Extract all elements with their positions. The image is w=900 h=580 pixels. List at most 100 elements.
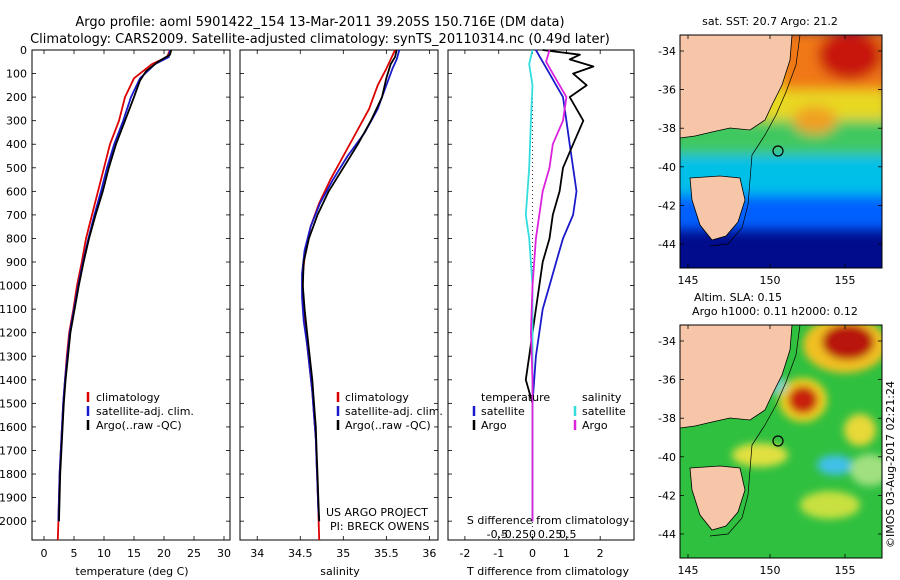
lat-tick-label: -40	[658, 161, 676, 174]
lat-tick-label: -36	[658, 84, 676, 97]
sst-map-axes: -34 -36 -38 -40 -42 -44 145 150 155	[658, 35, 882, 287]
difference-x2label: S difference from climatology	[467, 514, 630, 527]
x-tick-label: 36	[422, 547, 436, 560]
x-tick-label: 34.5	[288, 547, 313, 560]
sst-argo-marker	[772, 145, 784, 157]
map2-title-1: Altim. SLA: 0.15	[694, 291, 782, 304]
x-tick-label: 0	[529, 547, 536, 560]
lat-tick-label: -42	[658, 199, 676, 212]
lon-tick-label: 155	[835, 274, 856, 287]
lat-tick-label: -42	[658, 489, 676, 502]
sst-hot-core	[818, 35, 882, 80]
depth-tick-label: 1300	[0, 350, 27, 363]
lon-tick-label: 145	[678, 564, 699, 577]
depth-tick-label: 2000	[0, 515, 27, 528]
diff-legend-temp-satellite: satellite	[481, 405, 525, 418]
lat-tick-label: -38	[658, 412, 676, 425]
x-tick-label: 2	[597, 547, 604, 560]
sst-map	[680, 35, 882, 268]
legend-label-climatology: climatology	[96, 391, 160, 404]
sla-shelf-contour	[709, 325, 801, 537]
x-tick-label: 30	[217, 547, 231, 560]
legend-label-argo-2: Argo(..raw -QC)	[345, 419, 431, 432]
depth-tick-label: 1400	[0, 374, 27, 387]
difference-panel-frame	[447, 49, 635, 541]
salinity-panel-frame	[239, 49, 439, 541]
sla-coast-tasmania	[689, 465, 746, 531]
diff-legend-salt-satellite: satellite	[582, 405, 626, 418]
depth-tick-label: 1700	[0, 444, 27, 457]
sla-patch-cyan-1	[817, 455, 853, 475]
depth-tick-label: 500	[6, 162, 27, 175]
map2-title-2: Argo h1000: 0.11 h2000: 0.12	[692, 305, 858, 318]
salinity-panel: 34 34.5 35 35.5 36	[240, 49, 438, 560]
legend-label-satellite-2: satellite-adj. clim.	[345, 405, 443, 418]
sst-coast-tasmania	[689, 175, 746, 241]
x-tick-label: 15	[127, 547, 141, 560]
diff-legend-salt-argo: Argo	[582, 419, 608, 432]
sst-shelf-contour	[709, 35, 801, 247]
diff-legend-temp-argo: Argo	[481, 419, 507, 432]
sla-coast-mainland	[680, 325, 793, 429]
sla-patch-yellow-3	[844, 414, 876, 446]
sst-warm-patch	[793, 106, 837, 134]
lat-tick-label: -44	[658, 528, 676, 541]
depth-axis: 0 100 200 300 400 500 600 700 800 900 1000 1100 1200…	[0, 44, 27, 528]
lon-tick-label: 150	[760, 274, 781, 287]
depth-tick-label: 1900	[0, 492, 27, 505]
project-line-1: US ARGO PROJECT	[326, 506, 428, 519]
depth-tick-label: 300	[6, 115, 27, 128]
sla-map-axes: -34 -36 -38 -40 -42 -44 145 150 155	[658, 325, 882, 577]
sla-argo-marker	[772, 435, 784, 447]
depth-tick-label: 600	[6, 185, 27, 198]
lat-tick-label: -34	[658, 335, 676, 348]
x-tick-label: -2	[459, 547, 470, 560]
lat-tick-label: -40	[658, 451, 676, 464]
x-tick-label: 35	[336, 547, 350, 560]
depth-tick-label: 1600	[0, 421, 27, 434]
series-extra-line	[530, 49, 568, 522]
lat-tick-label: -44	[658, 238, 676, 251]
imos-credit: ©IMOS 03-Aug-2017 02:21:24	[884, 381, 897, 548]
salinity-xlabel: salinity	[320, 565, 360, 578]
x-tick-label: 34	[250, 547, 264, 560]
lon-tick-label: 145	[678, 274, 699, 287]
x-tick-label: 1	[563, 547, 570, 560]
x2-tick-label: -0.25	[501, 528, 529, 541]
depth-tick-label: 700	[6, 209, 27, 222]
lat-tick-label: -38	[658, 122, 676, 135]
depth-tick-label: 100	[6, 68, 27, 81]
lat-tick-label: -36	[658, 374, 676, 387]
depth-tick-label: 1800	[0, 468, 27, 481]
x-tick-label: 5	[71, 547, 78, 560]
sla-patch-light-green	[850, 454, 882, 486]
lat-tick-label: -34	[658, 45, 676, 58]
temperature-panel: 0 5 10 15 20 25 30	[32, 49, 231, 560]
salinity-legend: climatology satellite-adj. clim. Argo(..…	[326, 391, 443, 533]
legend-label-argo: Argo(..raw -QC)	[96, 419, 182, 432]
legend-label-satellite: satellite-adj. clim.	[96, 405, 194, 418]
x-tick-label: 0	[41, 547, 48, 560]
temperature-legend: climatology satellite-adj. clim. Argo(..…	[86, 391, 194, 432]
sla-map	[680, 325, 882, 558]
x-tick-label: 25	[187, 547, 201, 560]
temperature-panel-frame	[31, 49, 231, 541]
x-tick-label: 10	[97, 547, 111, 560]
series-satellite-line	[524, 49, 595, 522]
lon-tick-label: 155	[835, 564, 856, 577]
sst-coast-mainland	[680, 35, 793, 139]
series-climatology-line	[531, 49, 578, 522]
diff-legend-temperature: temperature	[481, 391, 550, 404]
title-line-2: Climatology: CARS2009. Satellite-adjuste…	[30, 32, 610, 47]
title-line-1: Argo profile: aoml 5901422_154 13-Mar-20…	[75, 15, 564, 30]
series-argo-line	[58, 49, 173, 522]
sla-eddy-ne-core	[822, 325, 874, 360]
lon-tick-label: 150	[760, 564, 781, 577]
x2-tick-label: 0.25	[538, 528, 563, 541]
x2-tick-label: 0.5	[559, 528, 577, 541]
temperature-xlabel: temperature (deg C)	[75, 565, 188, 578]
depth-tick-label: 400	[6, 138, 27, 151]
sla-eddy-mid-core	[788, 386, 818, 414]
depth-tick-label: 1100	[0, 303, 27, 316]
